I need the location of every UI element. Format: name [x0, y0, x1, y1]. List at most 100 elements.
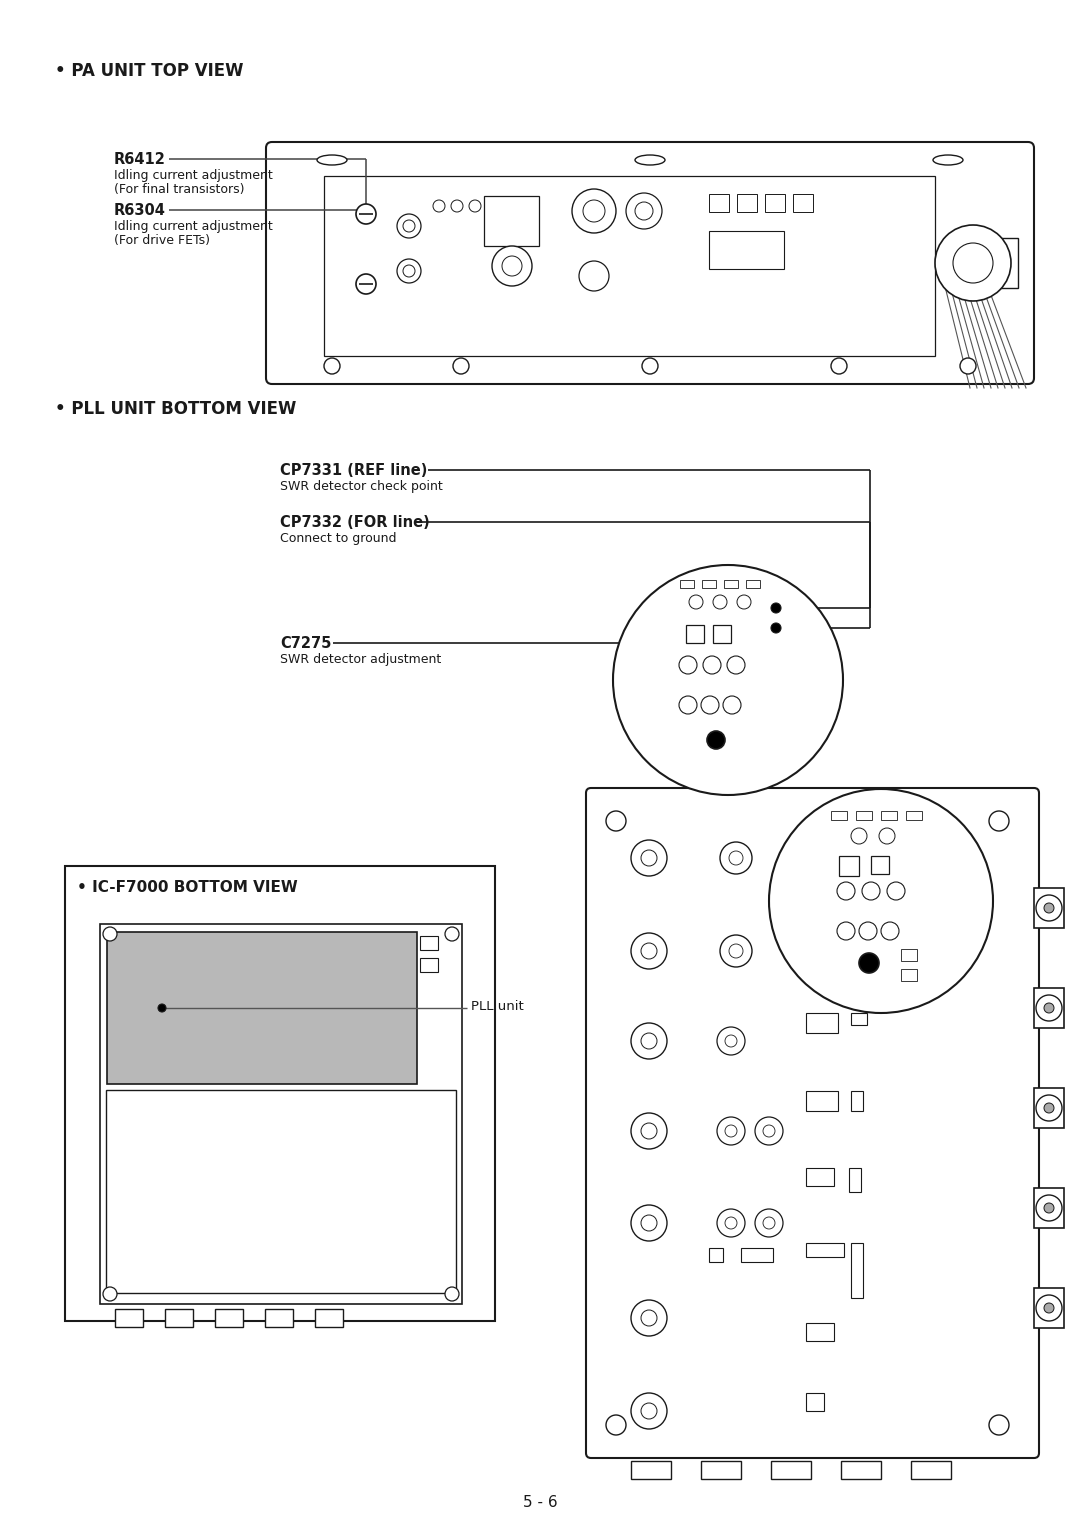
Bar [324, 176, 935, 356]
Bar [831, 811, 847, 821]
Circle shape [1044, 1002, 1054, 1013]
Circle shape [881, 921, 899, 940]
Circle shape [679, 695, 697, 714]
Circle shape [859, 921, 877, 940]
Text: Idling current adjustment: Idling current adjustment [114, 220, 273, 232]
Bar [771, 1461, 811, 1479]
Circle shape [1036, 1195, 1062, 1221]
Circle shape [606, 811, 626, 831]
Circle shape [631, 840, 667, 876]
Circle shape [755, 1209, 783, 1238]
Circle shape [1036, 1096, 1062, 1122]
Circle shape [689, 594, 703, 610]
Bar [708, 194, 729, 212]
Bar [215, 1309, 243, 1326]
Bar [806, 1091, 838, 1111]
Text: CP7332 (FOR line): CP7332 (FOR line) [280, 515, 430, 530]
Circle shape [725, 1216, 737, 1229]
Circle shape [862, 882, 880, 900]
Text: • PLL UNIT BOTTOM VIEW: • PLL UNIT BOTTOM VIEW [55, 400, 296, 419]
Circle shape [642, 850, 657, 866]
Circle shape [703, 656, 721, 674]
Circle shape [469, 200, 481, 212]
Circle shape [729, 944, 743, 958]
Circle shape [613, 565, 843, 795]
Circle shape [1044, 1303, 1054, 1313]
Circle shape [356, 274, 376, 293]
Circle shape [631, 1206, 667, 1241]
Bar [737, 194, 757, 212]
Bar [100, 924, 462, 1303]
Circle shape [837, 882, 855, 900]
Bar [806, 1167, 834, 1186]
Circle shape [642, 1309, 657, 1326]
Bar [631, 1461, 671, 1479]
Circle shape [642, 1215, 657, 1232]
Bar [806, 1394, 824, 1410]
Circle shape [713, 594, 727, 610]
Bar [851, 1242, 863, 1297]
Circle shape [158, 1004, 166, 1012]
Circle shape [451, 200, 463, 212]
Bar [1034, 888, 1064, 927]
Circle shape [631, 1300, 667, 1335]
Circle shape [433, 200, 445, 212]
Circle shape [762, 1125, 775, 1137]
Circle shape [631, 1394, 667, 1429]
Bar [708, 1248, 723, 1262]
Circle shape [642, 943, 657, 960]
Circle shape [725, 1034, 737, 1047]
Bar [702, 581, 716, 588]
Bar [107, 932, 417, 1083]
Bar [901, 969, 917, 981]
Text: • PA UNIT TOP VIEW: • PA UNIT TOP VIEW [55, 63, 243, 79]
Bar [849, 1167, 861, 1192]
Text: C7275: C7275 [280, 636, 332, 651]
Circle shape [626, 193, 662, 229]
Circle shape [579, 261, 609, 290]
Circle shape [725, 1125, 737, 1137]
Text: Connect to ground: Connect to ground [280, 532, 396, 545]
Circle shape [831, 358, 847, 374]
Text: (For drive FETs): (For drive FETs) [114, 234, 210, 248]
Circle shape [572, 189, 616, 232]
Ellipse shape [933, 154, 963, 165]
Bar [881, 811, 897, 821]
Text: • IC-F7000 BOTTOM VIEW: • IC-F7000 BOTTOM VIEW [77, 880, 298, 895]
Text: (For final transistors): (For final transistors) [114, 183, 244, 196]
Circle shape [960, 358, 976, 374]
Circle shape [642, 358, 658, 374]
Circle shape [737, 594, 751, 610]
Bar [686, 625, 704, 643]
Circle shape [707, 730, 725, 749]
Bar [713, 625, 731, 643]
Circle shape [762, 1216, 775, 1229]
Circle shape [583, 200, 605, 222]
Circle shape [1036, 1296, 1062, 1322]
Text: R6412: R6412 [114, 151, 166, 167]
Bar [906, 811, 922, 821]
Bar [708, 231, 784, 269]
Ellipse shape [318, 154, 347, 165]
Bar [724, 581, 738, 588]
Circle shape [771, 623, 781, 633]
Circle shape [769, 788, 993, 1013]
Circle shape [727, 656, 745, 674]
Circle shape [445, 1287, 459, 1300]
Ellipse shape [635, 154, 665, 165]
Bar [746, 581, 760, 588]
Circle shape [723, 695, 741, 714]
Bar [806, 1013, 838, 1033]
Bar [856, 811, 872, 821]
Text: Idling current adjustment: Idling current adjustment [114, 170, 273, 182]
Circle shape [1036, 995, 1062, 1021]
Circle shape [445, 927, 459, 941]
Text: SWR detector adjustment: SWR detector adjustment [280, 652, 442, 666]
FancyBboxPatch shape [586, 788, 1039, 1458]
Bar [765, 194, 785, 212]
Bar [680, 581, 694, 588]
Bar [901, 949, 917, 961]
Circle shape [879, 828, 895, 843]
Bar [851, 1091, 863, 1111]
Circle shape [103, 927, 117, 941]
